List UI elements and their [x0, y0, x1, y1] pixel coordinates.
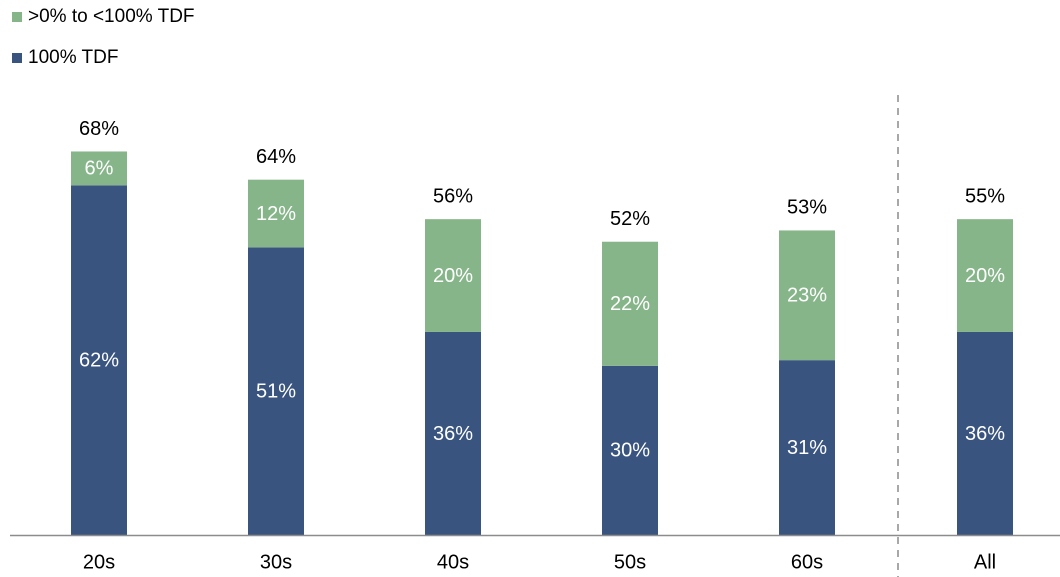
bar-total-label-all: 55%: [965, 185, 1005, 207]
bar-segment-50s-series-1: [602, 241, 658, 366]
bar-value-label-50s-series-0: 30%: [610, 440, 650, 462]
bar-value-label-20s-series-0: 62%: [79, 349, 119, 371]
bar-value-label-40s-series-0: 36%: [433, 423, 473, 445]
bar-segment-40s-series-1: [425, 219, 481, 332]
bar-value-label-60s-series-1: 23%: [787, 285, 827, 307]
bar-segment-50s-series-0: [602, 365, 658, 535]
bar-value-label-50s-series-1: 22%: [610, 293, 650, 315]
legend-swatch-partial-tdf: [12, 12, 22, 22]
bar-segment-40s-series-0: [425, 331, 481, 535]
bar-segment-20s-series-0: [71, 185, 127, 535]
bar-value-label-60s-series-0: 31%: [787, 437, 827, 459]
bar-total-label-30s: 64%: [256, 146, 296, 168]
legend-item-partial-tdf: >0% to <100% TDF: [12, 6, 195, 28]
bar-segment-60s-series-0: [779, 360, 835, 535]
bar-value-label-40s-series-1: 20%: [433, 265, 473, 287]
bar-total-label-20s: 68%: [79, 118, 119, 140]
x-tick-label-30s: 30s: [260, 551, 292, 573]
legend-swatch-full-tdf: [12, 53, 22, 63]
x-tick-label-40s: 40s: [437, 551, 469, 573]
bar-value-label-all-series-0: 36%: [965, 423, 1005, 445]
bar-total-label-50s: 52%: [610, 208, 650, 230]
bar-segment-all-series-0: [957, 331, 1013, 535]
legend: >0% to <100% TDF 100% TDF: [12, 6, 195, 88]
bar-segment-30s-series-0: [248, 247, 304, 536]
bar-value-label-30s-series-1: 12%: [256, 203, 296, 225]
legend-item-full-tdf: 100% TDF: [12, 47, 195, 69]
x-tick-label-60s: 60s: [791, 551, 823, 573]
legend-label-full-tdf: 100% TDF: [28, 47, 119, 68]
bar-total-label-60s: 53%: [787, 197, 827, 219]
bar-segment-all-series-1: [957, 219, 1013, 332]
bar-value-label-30s-series-0: 51%: [256, 380, 296, 402]
bar-segment-60s-series-1: [779, 230, 835, 361]
bar-value-label-20s-series-1: 6%: [85, 158, 114, 180]
bar-segment-30s-series-1: [248, 179, 304, 248]
x-tick-label-all: All: [974, 551, 996, 573]
bar-segment-20s-series-1: [71, 151, 127, 186]
legend-label-partial-tdf: >0% to <100% TDF: [28, 6, 195, 27]
bar-total-label-40s: 56%: [433, 185, 473, 207]
bar-value-label-all-series-1: 20%: [965, 265, 1005, 287]
x-tick-label-20s: 20s: [83, 551, 115, 573]
x-tick-label-50s: 50s: [614, 551, 646, 573]
